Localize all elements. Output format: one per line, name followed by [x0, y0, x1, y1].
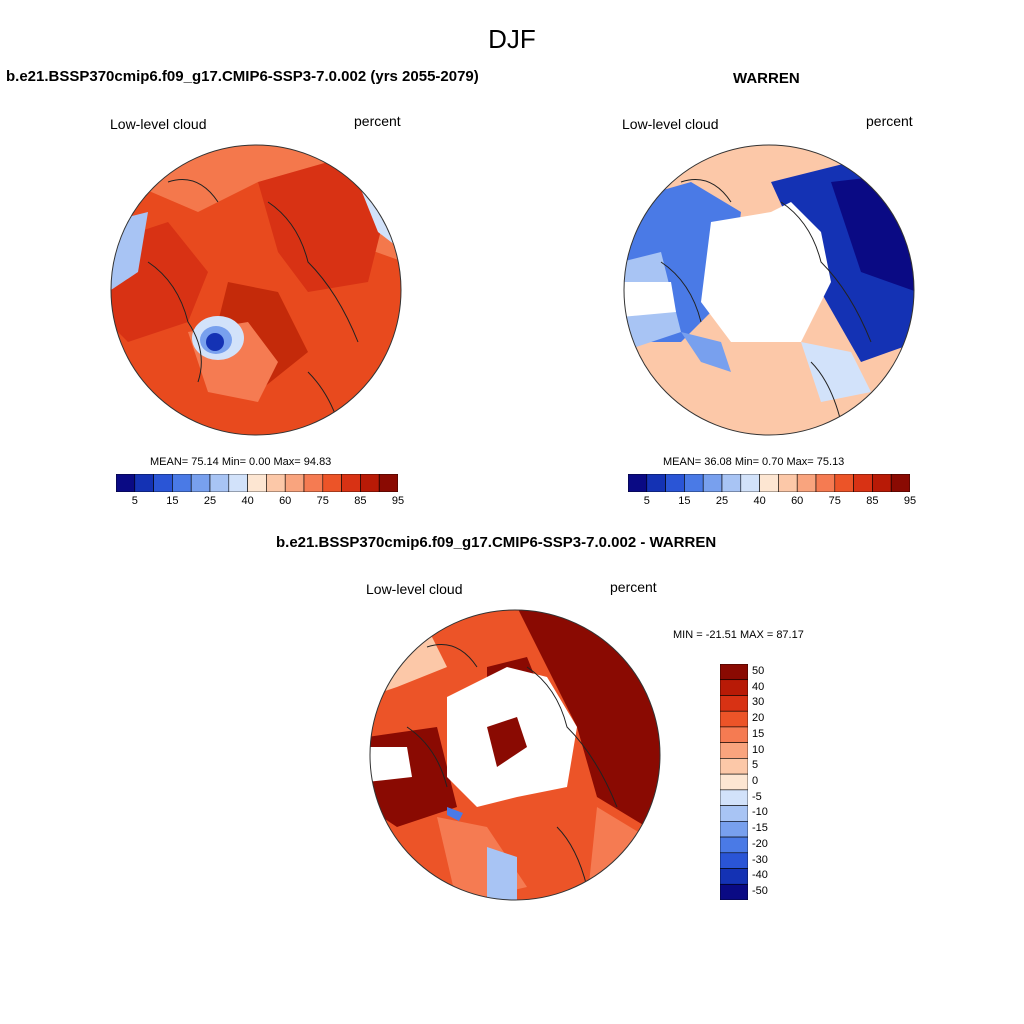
panel-diff-header: b.e21.BSSP370cmip6.f09_g17.CMIP6-SSP3-7.… — [276, 534, 717, 551]
colorbar-model-swatch — [247, 474, 267, 492]
colorbar-obs-swatch — [815, 474, 836, 492]
colorbar-model-tick-label: 75 — [316, 495, 329, 507]
colorbar-model-swatch — [209, 474, 230, 492]
colorbar-diff-swatch — [720, 805, 748, 822]
colorbar-obs-tick-label: 60 — [791, 495, 804, 507]
colorbar-diff-tick-label: 40 — [752, 680, 765, 693]
colorbar-obs-tick-label: 95 — [903, 495, 917, 507]
colorbar-obs-swatch — [872, 474, 892, 492]
panel-model-colorbar-ticks: 5 15 25 40 60 75 85 95 — [116, 495, 404, 511]
panel-diff-variable-label: Low-level cloud — [366, 581, 463, 597]
colorbar-model-tick-label: 5 — [131, 495, 138, 507]
colorbar-obs-tick-label: 40 — [753, 495, 766, 507]
panel-model-colorbar — [116, 474, 398, 492]
colorbar-diff-swatch — [720, 679, 748, 696]
colorbar-model-swatch — [322, 474, 342, 492]
colorbar-diff-swatch — [720, 883, 748, 900]
panel-model-header: b.e21.BSSP370cmip6.f09_g17.CMIP6-SSP3-7.… — [6, 68, 479, 85]
colorbar-diff-swatch — [720, 758, 748, 775]
colorbar-model-swatch — [190, 474, 211, 492]
colorbar-model-swatch — [360, 474, 380, 492]
panel-model-stats: MEAN= 75.14 Min= 0.00 Max= 94.83 — [150, 456, 332, 468]
colorbar-diff-swatch — [720, 664, 748, 681]
colorbar-obs-tick-label: 75 — [828, 495, 841, 507]
colorbar-obs-swatch — [628, 474, 648, 492]
colorbar-diff-tick-label: 15 — [752, 727, 765, 740]
panel-obs-header: WARREN — [733, 70, 800, 87]
colorbar-obs-tick-label: 5 — [643, 495, 650, 507]
panel-obs-variable-label: Low-level cloud — [622, 116, 719, 132]
colorbar-obs-swatch — [702, 474, 723, 492]
colorbar-obs-swatch — [740, 474, 760, 492]
colorbar-model-swatch — [378, 474, 398, 492]
colorbar-diff-tick-label: -20 — [752, 837, 768, 850]
panel-diff-map — [369, 609, 661, 901]
colorbar-model-swatch — [228, 474, 248, 492]
colorbar-obs-swatch — [890, 474, 910, 492]
colorbar-model-swatch — [284, 474, 305, 492]
colorbar-model-swatch — [303, 474, 324, 492]
figure-title: DJF — [488, 24, 536, 54]
colorbar-diff-swatch — [720, 710, 748, 728]
colorbar-model-swatch — [266, 474, 286, 492]
colorbar-obs-swatch — [759, 474, 779, 492]
colorbar-diff-swatch — [720, 726, 748, 743]
colorbar-diff-swatch — [720, 836, 748, 854]
panel-obs-units-label: percent — [866, 113, 913, 129]
colorbar-model-tick-label: 85 — [354, 495, 367, 507]
colorbar-obs-swatch — [684, 474, 704, 492]
colorbar-obs-swatch — [665, 474, 685, 492]
colorbar-model-swatch — [172, 474, 192, 492]
colorbar-diff-tick-label: -50 — [752, 885, 768, 898]
panel-obs-colorbar-ticks: 5 15 25 40 60 75 85 95 — [628, 495, 916, 511]
colorbar-diff-swatch — [720, 695, 748, 712]
colorbar-obs-swatch — [721, 474, 742, 492]
panel-diff-units-label: percent — [610, 579, 657, 595]
colorbar-diff-tick-label: 30 — [752, 696, 765, 709]
colorbar-model-tick-label: 15 — [166, 495, 179, 507]
colorbar-diff-tick-label: 10 — [752, 743, 765, 756]
colorbar-diff-swatch — [720, 852, 748, 869]
colorbar-model-swatch — [134, 474, 154, 492]
colorbar-diff-swatch — [720, 789, 748, 806]
panel-obs-colorbar — [628, 474, 910, 492]
colorbar-diff-tick-label: -10 — [752, 806, 768, 819]
colorbar-diff-tick-label: -40 — [752, 869, 768, 882]
colorbar-model-swatch — [116, 474, 136, 492]
colorbar-model-tick-label: 95 — [391, 495, 405, 507]
colorbar-obs-swatch — [796, 474, 817, 492]
colorbar-obs-tick-label: 15 — [678, 495, 691, 507]
panel-model-units-label: percent — [354, 113, 401, 129]
colorbar-diff-swatch — [720, 868, 748, 885]
panel-diff-colorbar — [720, 664, 748, 900]
colorbar-diff-tick-label: -5 — [752, 790, 762, 803]
colorbar-model-swatch — [153, 474, 173, 492]
panel-obs-map — [623, 144, 915, 436]
colorbar-obs-swatch — [646, 474, 666, 492]
colorbar-diff-tick-label: 5 — [752, 759, 759, 772]
panel-diff-colorbar-ticks: 50 40 30 20 15 10 5 0 -5 -10 -15 -20 -30 -40 -50 — [752, 664, 812, 900]
colorbar-diff-swatch — [720, 773, 748, 791]
panel-model-variable-label: Low-level cloud — [110, 116, 207, 132]
panel-diff-stats: MIN = -21.51 MAX = 87.17 — [673, 629, 804, 641]
colorbar-diff-tick-label: 0 — [752, 775, 759, 787]
colorbar-diff-tick-label: 50 — [752, 664, 765, 677]
colorbar-model-tick-label: 60 — [279, 495, 292, 507]
panel-obs-stats: MEAN= 36.08 Min= 0.70 Max= 75.13 — [663, 456, 845, 468]
colorbar-obs-tick-label: 85 — [866, 495, 879, 507]
colorbar-diff-tick-label: 20 — [752, 712, 765, 725]
colorbar-diff-swatch — [720, 742, 748, 759]
colorbar-obs-swatch — [853, 474, 873, 492]
panel-model-map — [110, 144, 402, 436]
colorbar-model-swatch — [341, 474, 361, 492]
colorbar-model-tick-label: 25 — [203, 495, 217, 507]
colorbar-obs-tick-label: 25 — [715, 495, 729, 507]
colorbar-model-tick-label: 40 — [241, 495, 254, 507]
colorbar-diff-swatch — [720, 821, 748, 838]
colorbar-obs-swatch — [834, 474, 854, 492]
colorbar-diff-tick-label: -30 — [752, 853, 768, 866]
colorbar-obs-swatch — [778, 474, 798, 492]
colorbar-diff-tick-label: -15 — [752, 822, 768, 835]
